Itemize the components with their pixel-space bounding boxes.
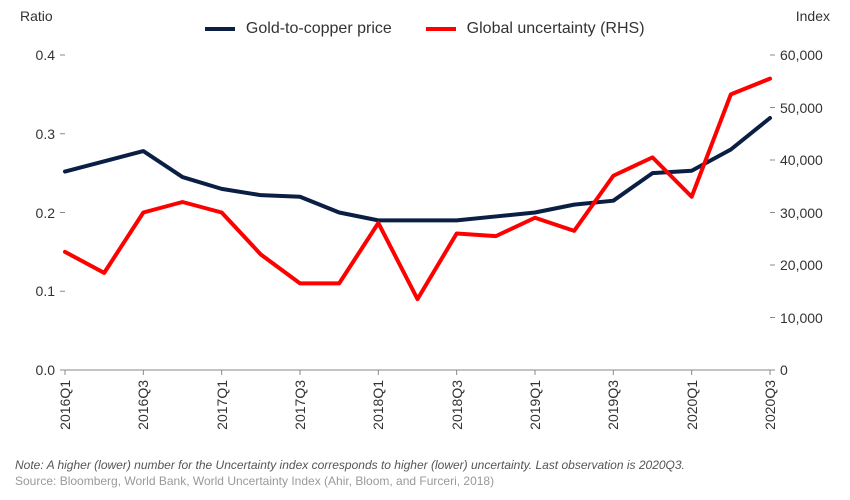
y-left-tick: 0.2 bbox=[10, 205, 55, 221]
x-tick: 2017Q3 bbox=[292, 380, 308, 430]
y-left-tick: 0.1 bbox=[10, 283, 55, 299]
y-right-tick: 0 bbox=[780, 362, 840, 378]
x-tick: 2020Q1 bbox=[684, 380, 700, 430]
y-left-tick: 0.4 bbox=[10, 47, 55, 63]
y-right-tick: 20,000 bbox=[780, 257, 840, 273]
y-right-tick: 60,000 bbox=[780, 47, 840, 63]
x-tick: 2017Q1 bbox=[214, 380, 230, 430]
y-right-tick: 50,000 bbox=[780, 100, 840, 116]
x-tick: 2016Q3 bbox=[135, 380, 151, 430]
x-tick: 2020Q3 bbox=[762, 380, 778, 430]
y-left-tick: 0.0 bbox=[10, 362, 55, 378]
x-tick: 2019Q1 bbox=[527, 380, 543, 430]
x-tick: 2019Q3 bbox=[605, 380, 621, 430]
x-tick: 2016Q1 bbox=[57, 380, 73, 430]
chart-container: Ratio Index Gold-to-copper price Global … bbox=[0, 0, 850, 500]
x-tick: 2018Q1 bbox=[370, 380, 386, 430]
plot-area bbox=[0, 0, 850, 500]
y-left-tick: 0.3 bbox=[10, 126, 55, 142]
y-right-tick: 10,000 bbox=[780, 310, 840, 326]
y-right-tick: 30,000 bbox=[780, 205, 840, 221]
y-right-tick: 40,000 bbox=[780, 152, 840, 168]
chart-source: Source: Bloomberg, World Bank, World Unc… bbox=[15, 474, 494, 488]
chart-note: Note: A higher (lower) number for the Un… bbox=[15, 458, 685, 472]
x-tick: 2018Q3 bbox=[449, 380, 465, 430]
